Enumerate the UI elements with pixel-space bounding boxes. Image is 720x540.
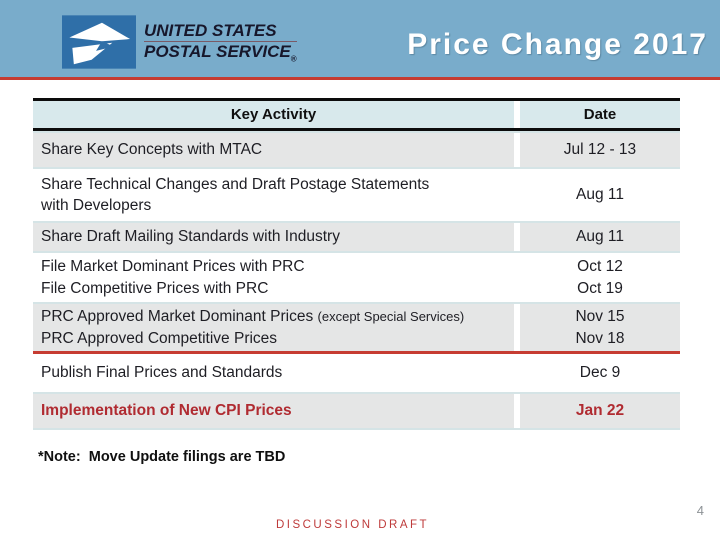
- table-row: Publish Final Prices and Standards Dec 9: [33, 354, 680, 392]
- table-row: Share Draft Mailing Standards with Indus…: [33, 221, 680, 251]
- slide-header: UNITED STATES POSTAL SERVICE® Price Chan…: [0, 0, 720, 77]
- table-row-highlighted: Implementation of New CPI Prices Jan 22: [33, 392, 680, 430]
- date-cell: Nov 15 Nov 18: [520, 304, 680, 351]
- registered-trademark-symbol: ®: [290, 54, 297, 64]
- activity-cell: Share Technical Changes and Draft Postag…: [33, 169, 514, 221]
- table-row: PRC Approved Market Dominant Prices (exc…: [33, 302, 680, 354]
- activity-cell: PRC Approved Market Dominant Prices (exc…: [33, 304, 514, 351]
- discussion-draft-watermark: DISCUSSION DRAFT: [275, 519, 430, 531]
- date-cell: Aug 11: [520, 169, 680, 221]
- column-header-date: Date: [520, 101, 680, 128]
- header-accent-rule: [0, 77, 720, 80]
- date-cell: Oct 12 Oct 19: [520, 253, 680, 302]
- slide-title: Price Change 2017: [407, 28, 708, 61]
- date-cell: Aug 11: [520, 223, 680, 251]
- usps-wordmark-line2: POSTAL SERVICE®: [144, 42, 297, 64]
- usps-eagle-icon: [62, 15, 136, 69]
- date-cell: Jul 12 - 13: [520, 133, 680, 167]
- activity-cell: Share Key Concepts with MTAC: [33, 133, 514, 167]
- activity-text-parenthetical: (except Special Services): [317, 308, 465, 324]
- page-number: 4: [696, 503, 704, 518]
- footnote: *Note: Move Update filings are TBD: [38, 449, 286, 465]
- column-header-activity: Key Activity: [33, 101, 514, 128]
- activity-cell: File Market Dominant Prices with PRC Fil…: [33, 253, 514, 302]
- table-header-row: Key Activity Date: [33, 101, 680, 131]
- table-row: Share Key Concepts with MTAC Jul 12 - 13: [33, 131, 680, 167]
- activity-cell: Share Draft Mailing Standards with Indus…: [33, 223, 514, 251]
- activity-cell: Publish Final Prices and Standards: [33, 354, 514, 392]
- date-cell: Dec 9: [520, 354, 680, 392]
- date-cell: Jan 22: [520, 394, 680, 428]
- usps-wordmark-line1: UNITED STATES: [144, 21, 297, 42]
- table-row: Share Technical Changes and Draft Postag…: [33, 167, 680, 221]
- schedule-table: Key Activity Date Share Key Concepts wit…: [33, 98, 680, 430]
- table-row: File Market Dominant Prices with PRC Fil…: [33, 251, 680, 302]
- usps-wordmark: UNITED STATES POSTAL SERVICE®: [144, 15, 297, 68]
- usps-logo: UNITED STATES POSTAL SERVICE®: [62, 15, 297, 69]
- activity-cell: Implementation of New CPI Prices: [33, 394, 514, 428]
